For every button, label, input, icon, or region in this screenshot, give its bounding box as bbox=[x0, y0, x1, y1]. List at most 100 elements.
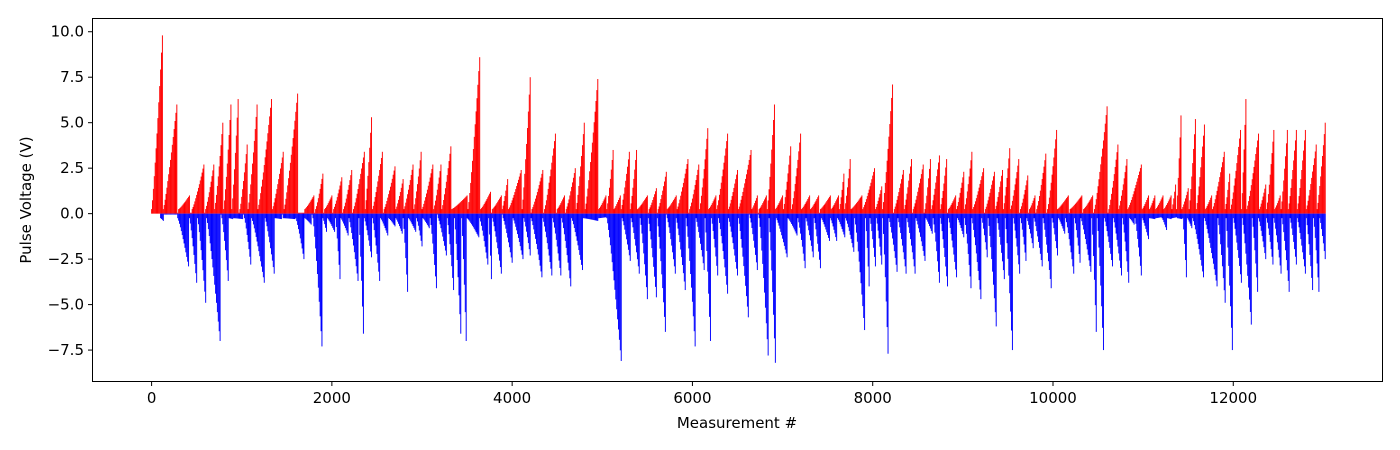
negative-pulse-bar bbox=[811, 213, 813, 252]
negative-pulse-bar bbox=[996, 213, 998, 219]
negative-pulse-bar bbox=[553, 213, 555, 223]
negative-pulse-bar bbox=[454, 213, 456, 230]
negative-pulse-bar bbox=[286, 213, 288, 219]
negative-pulse-bar bbox=[373, 213, 375, 231]
negative-pulse-bar bbox=[1232, 213, 1234, 219]
negative-pulse-bar bbox=[725, 213, 727, 276]
negative-pulse-bar bbox=[942, 213, 944, 240]
negative-pulse-bar bbox=[630, 213, 632, 219]
negative-pulse-bar bbox=[700, 213, 702, 244]
negative-pulse-bar bbox=[342, 213, 344, 222]
positive-pulse-bar bbox=[857, 200, 859, 214]
positive-pulse-bar bbox=[901, 179, 903, 214]
positive-pulse-bar bbox=[609, 178, 611, 214]
positive-pulse-bar bbox=[775, 207, 777, 214]
negative-pulse-bar bbox=[335, 213, 337, 228]
negative-pulse-bar bbox=[1175, 213, 1177, 218]
negative-pulse-bar bbox=[1290, 213, 1292, 223]
negative-pulse-bar bbox=[795, 213, 797, 234]
negative-pulse-bar bbox=[831, 213, 833, 224]
positive-pulse-bar bbox=[1241, 193, 1243, 214]
negative-pulse-bar bbox=[240, 213, 242, 219]
negative-pulse-bar bbox=[266, 213, 268, 227]
negative-pulse-bar bbox=[755, 213, 757, 263]
positive-pulse-bar bbox=[425, 197, 427, 214]
positive-pulse-bar bbox=[1085, 205, 1087, 214]
negative-pulse-bar bbox=[560, 213, 562, 276]
negative-pulse-bar bbox=[880, 213, 882, 256]
negative-pulse-bar bbox=[307, 213, 309, 221]
negative-pulse-bar bbox=[1159, 213, 1161, 218]
negative-pulse-bar bbox=[1194, 213, 1196, 230]
negative-pulse-bar bbox=[507, 213, 509, 238]
positive-pulse-bar bbox=[379, 169, 381, 214]
positive-pulse-bar bbox=[817, 197, 819, 214]
positive-pulse-bar bbox=[876, 204, 878, 214]
positive-pulse-bar bbox=[506, 184, 508, 214]
positive-pulse-bar bbox=[483, 203, 485, 214]
negative-pulse-bar bbox=[518, 213, 520, 242]
negative-pulse-bar bbox=[503, 213, 505, 221]
positive-pulse-bar bbox=[619, 195, 621, 214]
negative-pulse-bar bbox=[1258, 213, 1260, 222]
negative-pulse-bar bbox=[1186, 213, 1188, 219]
positive-pulse-bar bbox=[579, 176, 581, 214]
negative-pulse-bar bbox=[1230, 213, 1232, 328]
positive-pulse-bar bbox=[1149, 207, 1151, 214]
negative-pulse-bar bbox=[181, 213, 183, 236]
negative-pulse-bar bbox=[1133, 213, 1135, 225]
negative-pulse-bar bbox=[832, 213, 834, 227]
negative-pulse-bar bbox=[781, 213, 783, 236]
negative-pulse-bar bbox=[227, 213, 229, 281]
positive-pulse-bar bbox=[381, 151, 383, 214]
negative-pulse-bar bbox=[732, 213, 734, 244]
positive-pulse-bar bbox=[583, 122, 585, 214]
positive-pulse-bar bbox=[1071, 207, 1073, 214]
negative-pulse-bar bbox=[688, 213, 690, 249]
negative-pulse-bar bbox=[280, 213, 282, 220]
positive-pulse-bar bbox=[812, 205, 814, 214]
positive-pulse-bar bbox=[364, 209, 366, 214]
negative-pulse-bar bbox=[643, 213, 645, 254]
negative-pulse-bar bbox=[473, 213, 475, 229]
positive-pulse-bar bbox=[568, 199, 570, 214]
negative-pulse-bar bbox=[216, 213, 217, 303]
negative-pulse-bar bbox=[945, 213, 947, 267]
negative-pulse-bar bbox=[555, 213, 557, 240]
positive-pulse-bar bbox=[821, 207, 823, 214]
positive-pulse-bar bbox=[836, 199, 838, 214]
negative-pulse-bar bbox=[759, 213, 761, 227]
positive-pulse-bar bbox=[1076, 201, 1078, 214]
negative-pulse-bar bbox=[263, 213, 265, 283]
negative-pulse-bar bbox=[578, 213, 580, 251]
negative-pulse-bar bbox=[524, 213, 526, 222]
negative-pulse-bar bbox=[567, 213, 569, 263]
negative-pulse-bar bbox=[526, 213, 528, 232]
negative-pulse-bar bbox=[779, 213, 781, 229]
negative-pulse-bar bbox=[986, 213, 988, 258]
negative-pulse-bar bbox=[644, 213, 646, 265]
negative-pulse-bar bbox=[737, 213, 739, 219]
negative-pulse-bar bbox=[414, 213, 416, 230]
positive-pulse-bar bbox=[570, 191, 572, 214]
positive-pulse-bar bbox=[936, 176, 938, 214]
negative-pulse-bar bbox=[460, 213, 462, 334]
positive-pulse-bar bbox=[1011, 205, 1012, 214]
negative-pulse-bar bbox=[163, 213, 165, 215]
negative-pulse-bar bbox=[803, 213, 805, 261]
negative-pulse-bar bbox=[508, 213, 510, 248]
positive-pulse-bar bbox=[417, 176, 419, 214]
negative-pulse-bar bbox=[219, 213, 221, 341]
positive-pulse-bar bbox=[151, 209, 153, 214]
positive-pulse-bar bbox=[796, 168, 798, 214]
positive-pulse-bar bbox=[488, 195, 490, 214]
negative-pulse-bar bbox=[550, 213, 552, 269]
negative-pulse-bar bbox=[1266, 213, 1268, 219]
negative-pulse-bar bbox=[762, 213, 764, 264]
positive-pulse-bar bbox=[254, 129, 256, 214]
positive-pulse-bar bbox=[1188, 209, 1190, 214]
positive-pulse-bar bbox=[972, 209, 974, 214]
positive-pulse-bar bbox=[454, 206, 456, 214]
positive-pulse-bar bbox=[429, 177, 431, 214]
positive-pulse-bar bbox=[1086, 204, 1088, 214]
